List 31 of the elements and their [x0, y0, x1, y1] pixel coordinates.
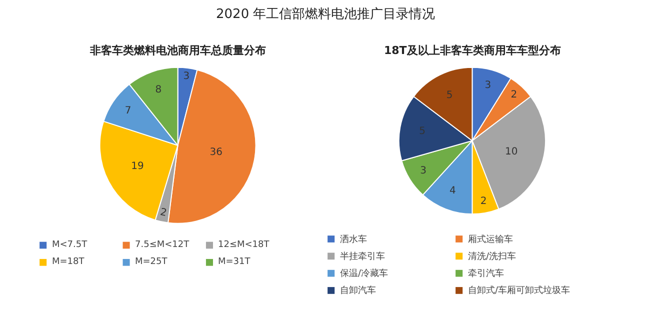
data-label: 36 [210, 147, 223, 158]
data-label: 4 [450, 185, 456, 196]
data-label: 19 [131, 160, 144, 172]
legend-label: 自卸汽车 [340, 285, 376, 296]
data-label: 3 [183, 71, 190, 82]
legend-label: 7.5≤M<12T [135, 240, 190, 250]
legend-label: 牵引汽车 [468, 268, 504, 279]
data-label: 5 [446, 90, 453, 101]
data-label: 2 [480, 196, 487, 208]
legend-label: 半挂牵引车 [340, 251, 385, 262]
data-label: 2 [159, 206, 168, 220]
legend-label: 厢式运输车 [468, 234, 513, 245]
data-label: 8 [155, 84, 162, 96]
data-label: 2 [510, 89, 518, 100]
legend-label: 清洗/洗扫车 [468, 251, 516, 262]
legend-label: M<7.5T [52, 240, 88, 250]
legend-label: 洒水车 [340, 234, 367, 245]
data-label: 3 [484, 80, 492, 91]
data-label: 3 [420, 166, 426, 177]
legend-label: 自卸式/车厢可卸式垃圾车 [468, 285, 570, 296]
text: 2020 年工信部燃料电池推广目录情况 [216, 7, 436, 22]
legend-label: 12≤M<18T [218, 240, 270, 250]
legend-label: 保温/冷藏车 [340, 268, 388, 279]
legend-label: M=31T [218, 257, 251, 267]
legend-label: M=25T [135, 257, 168, 267]
data-label: 7 [124, 105, 132, 116]
chart-title: 非客车类燃料电池商用车总质量分布 [89, 44, 266, 57]
data-label: 5 [419, 126, 426, 137]
chart-title: 18T及以上非客车类商用车车型分布 [384, 44, 561, 57]
data-label: 10 [505, 146, 518, 158]
legend-label: M=18T [52, 257, 85, 267]
